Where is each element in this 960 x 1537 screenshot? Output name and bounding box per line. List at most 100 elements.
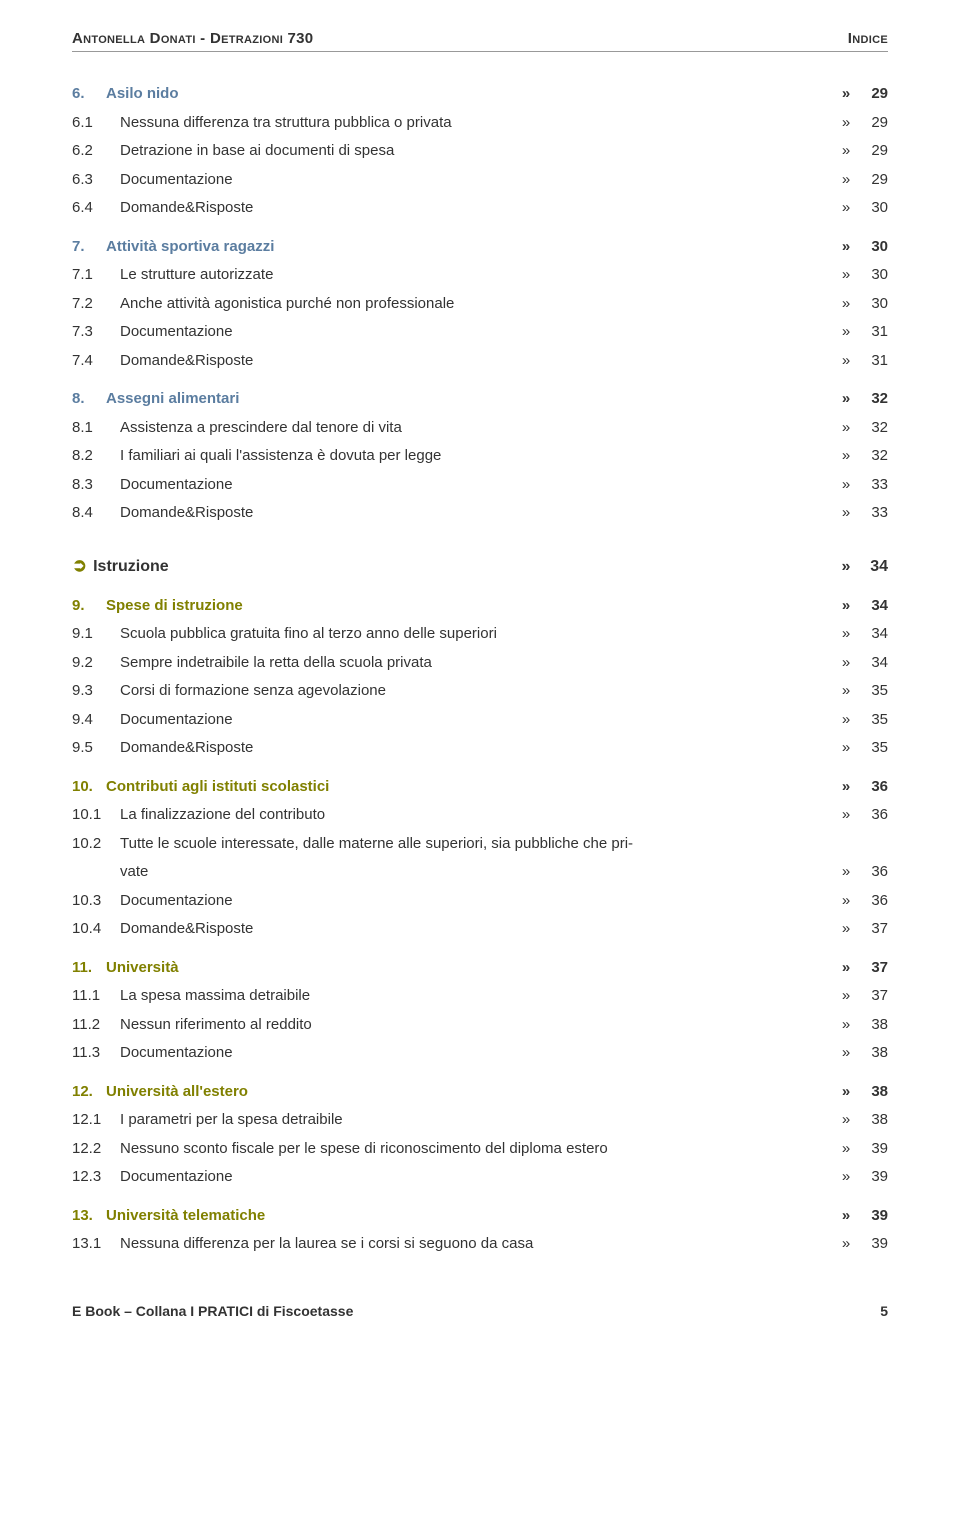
toc-entry-page: 34 [858, 552, 888, 582]
spacer [72, 1192, 888, 1202]
toc-entry-title: Domande&Risposte [120, 194, 253, 223]
guillemet-icon: » [834, 915, 858, 944]
toc-entry-title: Domande&Risposte [120, 347, 253, 376]
toc-subentry: 12.3Documentazione»39 [72, 1163, 888, 1192]
toc-entry-page: 31 [858, 318, 888, 347]
toc-entry-title: Università [106, 954, 179, 983]
guillemet-icon: » [834, 706, 858, 735]
toc-entry-title: La spesa massima detraibile [120, 982, 310, 1011]
toc-entry-title: Università telematiche [106, 1202, 265, 1231]
guillemet-icon: » [834, 471, 858, 500]
toc-entry-page: 37 [858, 982, 888, 1011]
toc-entry-number: 6.3 [72, 166, 120, 195]
toc-entry-page: 36 [858, 773, 888, 802]
guillemet-icon: » [834, 982, 858, 1011]
toc-subentry: 9.4Documentazione»35 [72, 706, 888, 735]
toc-section-heading: ➲Istruzione»34 [72, 548, 888, 582]
toc-chapter: 11.Università»37 [72, 954, 888, 983]
spacer [72, 375, 888, 385]
guillemet-icon: » [834, 677, 858, 706]
toc-entry-title: Detrazione in base ai documenti di spesa [120, 137, 394, 166]
guillemet-icon: » [834, 80, 858, 109]
footer-page-number: 5 [880, 1303, 888, 1319]
toc-entry-page: 29 [858, 80, 888, 109]
guillemet-icon: » [834, 552, 858, 582]
guillemet-icon: » [834, 1078, 858, 1107]
toc-entry-number: 9.1 [72, 620, 120, 649]
toc-entry-number: 10.2 [72, 830, 120, 859]
toc-subentry: 10.1La finalizzazione del contributo»36 [72, 801, 888, 830]
toc-subentry: 6.4Domande&Risposte»30 [72, 194, 888, 223]
toc-entry-title: Documentazione [120, 318, 233, 347]
toc-entry-number: 8.3 [72, 471, 120, 500]
guillemet-icon: » [834, 1106, 858, 1135]
toc-entry-title: Nessun riferimento al reddito [120, 1011, 312, 1040]
toc-entry-number: 8.1 [72, 414, 120, 443]
guillemet-icon: » [834, 858, 858, 887]
guillemet-icon: » [834, 385, 858, 414]
toc-entry-title: Corsi di formazione senza agevolazione [120, 677, 386, 706]
page-footer: E Book – Collana I PRATICI di Fiscoetass… [72, 1303, 888, 1319]
toc-entry-number: 10.1 [72, 801, 120, 830]
guillemet-icon: » [834, 954, 858, 983]
toc-entry-number: 6.2 [72, 137, 120, 166]
toc-entry-title: Documentazione [120, 887, 233, 916]
toc-entry-number: 8. [72, 385, 106, 414]
toc-entry-page: 29 [858, 137, 888, 166]
toc-entry-title: vate [120, 858, 148, 887]
toc-entry-page: 38 [858, 1078, 888, 1107]
toc-entry-title: Anche attività agonistica purché non pro… [120, 290, 454, 319]
toc-entry-page: 36 [858, 801, 888, 830]
toc-entry-page: 39 [858, 1230, 888, 1259]
toc-entry-title: Scuola pubblica gratuita fino al terzo a… [120, 620, 497, 649]
toc-entry-page: 38 [858, 1011, 888, 1040]
toc-entry-page: 30 [858, 233, 888, 262]
toc-subentry: 8.2I familiari ai quali l'assistenza è d… [72, 442, 888, 471]
toc-subentry: 7.4Domande&Risposte»31 [72, 347, 888, 376]
toc-subentry: 8.4Domande&Risposte»33 [72, 499, 888, 528]
header-left: Antonella Donati - Detrazioni 730 [72, 30, 313, 47]
table-of-contents: 6.Asilo nido»296.1Nessuna differenza tra… [72, 80, 888, 1259]
toc-entry-number: 8.4 [72, 499, 120, 528]
toc-entry-title: Nessuna differenza tra struttura pubblic… [120, 109, 452, 138]
guillemet-icon: » [834, 318, 858, 347]
toc-subentry: 11.2Nessun riferimento al reddito»38 [72, 1011, 888, 1040]
toc-entry-number: 10. [72, 773, 106, 802]
toc-subentry: 7.1Le strutture autorizzate»30 [72, 261, 888, 290]
toc-subentry: 12.1I parametri per la spesa detraibile»… [72, 1106, 888, 1135]
toc-entry-number: 6.4 [72, 194, 120, 223]
toc-entry-number: 7. [72, 233, 106, 262]
toc-entry-title: Asilo nido [106, 80, 179, 109]
toc-entry-page: 30 [858, 194, 888, 223]
toc-entry-title: Spese di istruzione [106, 592, 243, 621]
guillemet-icon: » [834, 442, 858, 471]
toc-entry-page: 38 [858, 1106, 888, 1135]
toc-entry-title: Domande&Risposte [120, 915, 253, 944]
toc-entry-number: 9.2 [72, 649, 120, 678]
toc-entry-title: I familiari ai quali l'assistenza è dovu… [120, 442, 441, 471]
toc-entry-page: 32 [858, 385, 888, 414]
toc-entry-number: 6. [72, 80, 106, 109]
toc-entry-page: 33 [858, 499, 888, 528]
toc-entry-title: Domande&Risposte [120, 734, 253, 763]
toc-entry-number: 10.4 [72, 915, 120, 944]
spacer [72, 944, 888, 954]
toc-entry-page: 38 [858, 1039, 888, 1068]
guillemet-icon: » [834, 1011, 858, 1040]
toc-entry-title: Documentazione [120, 706, 233, 735]
guillemet-icon: » [834, 649, 858, 678]
toc-subentry: 6.3Documentazione»29 [72, 166, 888, 195]
toc-subentry: 11.3Documentazione»38 [72, 1039, 888, 1068]
spacer [72, 1068, 888, 1078]
toc-entry-page: 32 [858, 414, 888, 443]
toc-entry-number: 12.1 [72, 1106, 120, 1135]
toc-entry-page: 31 [858, 347, 888, 376]
guillemet-icon: » [834, 414, 858, 443]
toc-entry-title: Documentazione [120, 471, 233, 500]
toc-entry-title: Nessuno sconto fiscale per le spese di r… [120, 1135, 608, 1164]
toc-chapter: 10.Contributi agli istituti scolastici»3… [72, 773, 888, 802]
toc-chapter: 9.Spese di istruzione»34 [72, 592, 888, 621]
guillemet-icon: » [834, 233, 858, 262]
toc-entry-page: 30 [858, 290, 888, 319]
spacer [72, 223, 888, 233]
